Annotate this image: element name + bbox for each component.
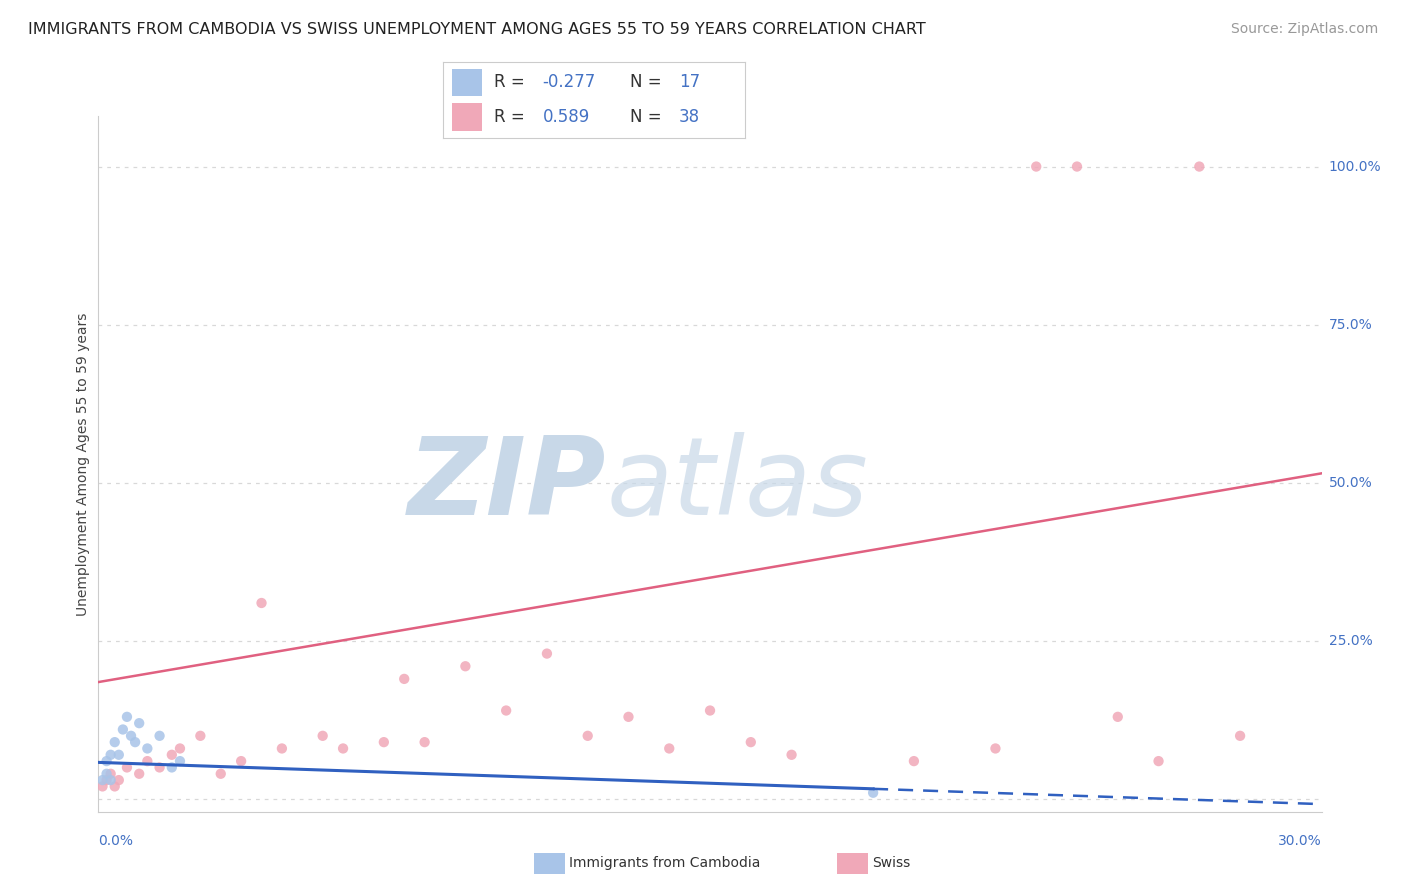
Point — [1066, 160, 1088, 174]
Point — [100, 773, 122, 788]
Point — [169, 754, 191, 768]
Point — [91, 773, 114, 788]
Point — [312, 729, 335, 743]
Text: 38: 38 — [679, 108, 700, 126]
Point — [1025, 160, 1047, 174]
Point — [111, 723, 134, 737]
Point — [108, 747, 131, 762]
Point — [149, 729, 172, 743]
Point — [332, 741, 354, 756]
Text: 0.0%: 0.0% — [98, 834, 134, 848]
Point — [250, 596, 273, 610]
Point — [231, 754, 253, 768]
Point — [536, 647, 558, 661]
Point — [149, 760, 172, 774]
Text: 30.0%: 30.0% — [1278, 834, 1322, 848]
Point — [576, 729, 599, 743]
Point — [1229, 729, 1251, 743]
Text: N =: N = — [630, 108, 668, 126]
Point — [96, 766, 118, 780]
Point — [903, 754, 925, 768]
Text: Swiss: Swiss — [872, 856, 910, 871]
Point — [413, 735, 436, 749]
Point — [91, 780, 114, 794]
Text: 0.589: 0.589 — [543, 108, 591, 126]
Point — [104, 780, 127, 794]
Point — [373, 735, 395, 749]
Point — [124, 735, 146, 749]
Point — [1147, 754, 1170, 768]
Point — [128, 716, 150, 731]
Text: 50.0%: 50.0% — [1329, 475, 1372, 490]
Text: Source: ZipAtlas.com: Source: ZipAtlas.com — [1230, 22, 1378, 37]
Point — [699, 704, 721, 718]
Text: atlas: atlas — [606, 433, 868, 537]
Point — [100, 766, 122, 780]
Point — [188, 729, 212, 743]
Text: 75.0%: 75.0% — [1329, 318, 1372, 332]
Point — [1107, 710, 1129, 724]
Point — [160, 747, 183, 762]
Point — [136, 754, 159, 768]
Text: IMMIGRANTS FROM CAMBODIA VS SWISS UNEMPLOYMENT AMONG AGES 55 TO 59 YEARS CORRELA: IMMIGRANTS FROM CAMBODIA VS SWISS UNEMPL… — [28, 22, 927, 37]
Point — [454, 659, 477, 673]
Y-axis label: Unemployment Among Ages 55 to 59 years: Unemployment Among Ages 55 to 59 years — [76, 312, 90, 615]
Point — [120, 729, 142, 743]
Point — [984, 741, 1007, 756]
Bar — [451, 69, 482, 95]
Point — [862, 786, 884, 800]
Bar — [451, 103, 482, 130]
Point — [160, 760, 183, 774]
Text: Immigrants from Cambodia: Immigrants from Cambodia — [569, 856, 761, 871]
Point — [270, 741, 294, 756]
Point — [100, 747, 122, 762]
Text: N =: N = — [630, 73, 668, 91]
Text: 17: 17 — [679, 73, 700, 91]
Point — [96, 754, 118, 768]
Point — [392, 672, 416, 686]
Text: 25.0%: 25.0% — [1329, 634, 1372, 648]
Point — [96, 773, 118, 788]
Text: -0.277: -0.277 — [543, 73, 596, 91]
Text: ZIP: ZIP — [408, 432, 606, 538]
Point — [115, 760, 138, 774]
Point — [658, 741, 681, 756]
Point — [780, 747, 803, 762]
Point — [495, 704, 517, 718]
Point — [136, 741, 159, 756]
Point — [108, 773, 131, 788]
Point — [169, 741, 191, 756]
Point — [209, 766, 232, 780]
Point — [104, 735, 127, 749]
Point — [740, 735, 762, 749]
Point — [617, 710, 640, 724]
Point — [128, 766, 150, 780]
Text: 100.0%: 100.0% — [1329, 160, 1381, 174]
Point — [1188, 160, 1211, 174]
Text: R =: R = — [495, 73, 530, 91]
Point — [115, 710, 138, 724]
Text: R =: R = — [495, 108, 530, 126]
